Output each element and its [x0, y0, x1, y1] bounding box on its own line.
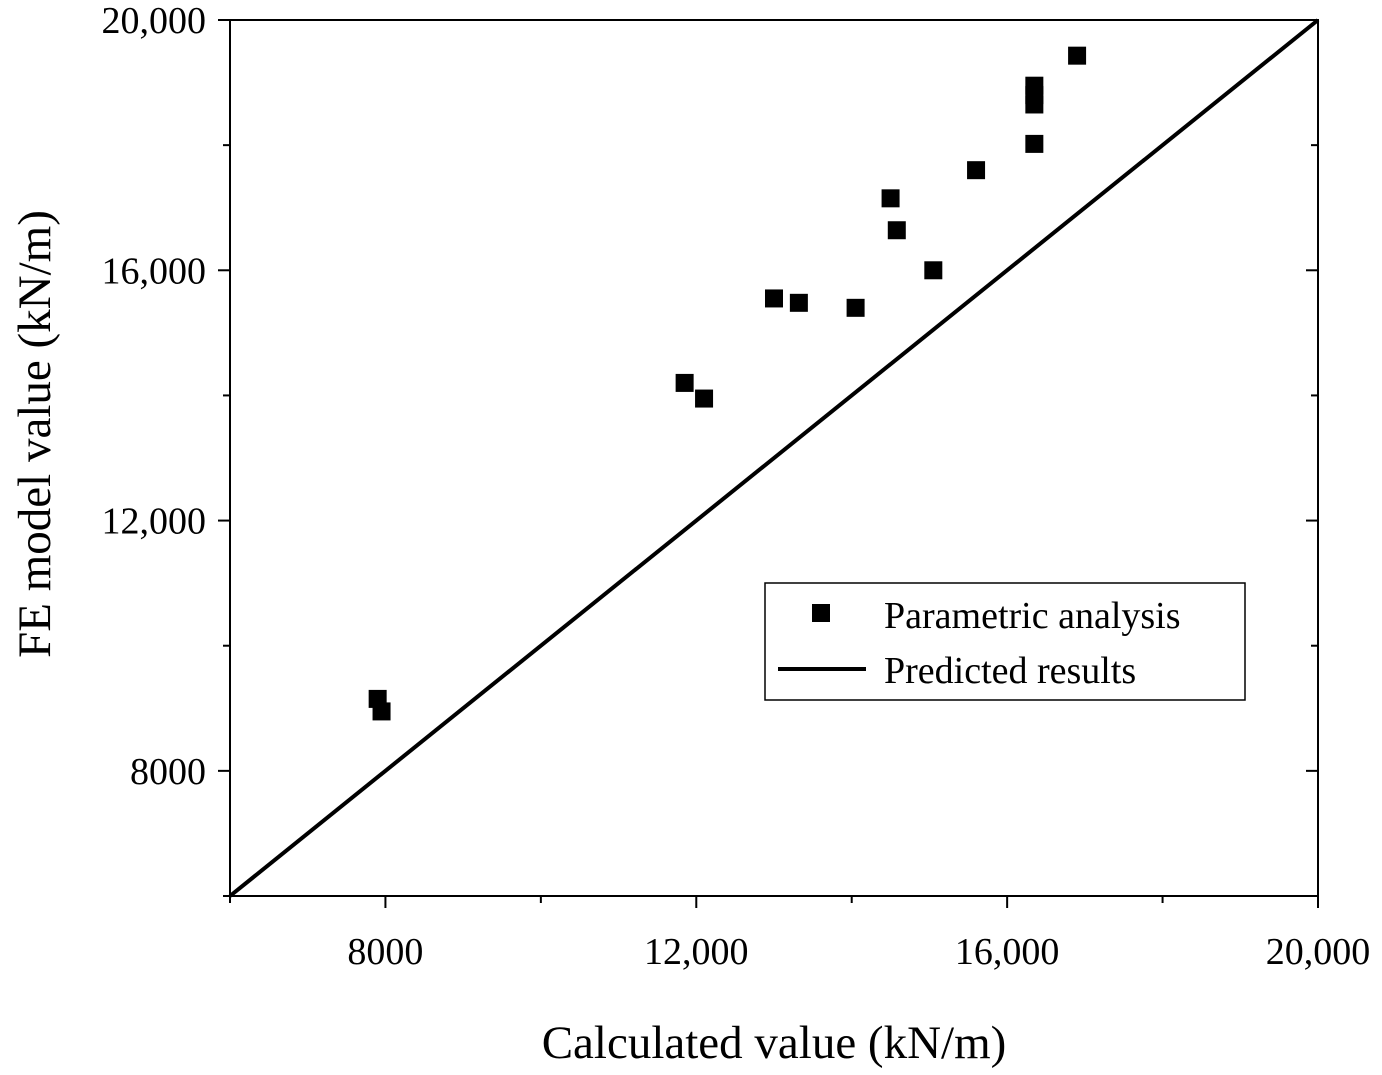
- data-point: [789, 293, 808, 312]
- y-tick-label: 12,000: [102, 501, 207, 543]
- x-tick-label: 20,000: [1266, 931, 1371, 973]
- data-point: [967, 161, 986, 180]
- y-tick-label: 20,000: [102, 0, 207, 42]
- data-point: [1068, 46, 1087, 65]
- x-tick-label: 12,000: [644, 931, 749, 973]
- data-point: [846, 298, 865, 317]
- axes: 8000 12,000 16,000 20,000 8000 12,000 16,000 20…: [102, 0, 1371, 973]
- y-tick-label: 16,000: [102, 250, 207, 292]
- legend-box: [764, 582, 1246, 701]
- plot-frame: [229, 19, 1319, 897]
- plot-area: [228, 18, 1320, 898]
- data-point: [675, 373, 694, 392]
- data-point: [1025, 134, 1044, 153]
- data-point: [1025, 76, 1044, 95]
- data-point: [695, 389, 714, 408]
- y-tick-label: 8000: [130, 751, 206, 793]
- x-tick-label: 8000: [347, 931, 423, 973]
- data-point: [881, 189, 900, 208]
- y-axis-title: FE model value (kN/m): [9, 210, 61, 658]
- predicted-results-line: [228, 18, 1320, 898]
- legend: Parametric analysis Predicted results: [764, 582, 1246, 701]
- x-axis-title: Calculated value (kN/m): [542, 1017, 1007, 1069]
- data-point: [372, 702, 391, 721]
- legend-label-predicted-results: Predicted results: [884, 650, 1136, 692]
- data-point: [887, 221, 906, 240]
- legend-marker-parametric-analysis: [812, 604, 830, 622]
- data-point: [765, 289, 783, 308]
- data-point: [924, 261, 943, 280]
- legend-label-parametric-analysis: Parametric analysis: [884, 595, 1181, 637]
- x-tick-label: 16,000: [955, 931, 1060, 973]
